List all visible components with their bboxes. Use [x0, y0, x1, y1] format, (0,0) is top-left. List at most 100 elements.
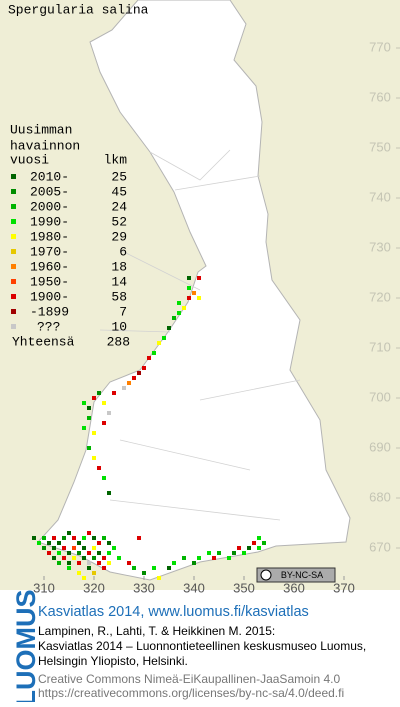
grid-square — [47, 541, 51, 545]
grid-square — [82, 556, 86, 560]
legend-count: 52 — [111, 214, 127, 229]
cc-icon — [260, 569, 272, 581]
grid-square — [77, 551, 81, 555]
license-badge — [256, 567, 336, 583]
grid-square — [92, 556, 96, 560]
legend-swatch — [11, 219, 16, 224]
legend-count: 29 — [111, 229, 127, 244]
grid-square — [62, 536, 66, 540]
grid-square — [157, 576, 161, 580]
grid-square — [107, 491, 111, 495]
legend-swatch — [11, 309, 16, 314]
grid-square — [187, 286, 191, 290]
grid-square — [182, 306, 186, 310]
grid-square — [87, 566, 91, 570]
grid-square — [97, 561, 101, 565]
grid-square — [257, 536, 261, 540]
grid-square — [122, 386, 126, 390]
legend-swatch — [11, 204, 16, 209]
grid-square — [107, 561, 111, 565]
grid-square — [52, 556, 56, 560]
y-tick-label: 770 — [369, 39, 391, 54]
grid-square — [257, 546, 261, 550]
grid-square — [52, 546, 56, 550]
grid-square — [187, 276, 191, 280]
grid-square — [252, 541, 256, 545]
grid-square — [162, 336, 166, 340]
grid-square — [232, 551, 236, 555]
x-tick-label: 310 — [33, 580, 55, 595]
legend-count: 14 — [111, 274, 127, 289]
grid-square — [92, 396, 96, 400]
footer-heading: Kasviatlas 2014, www.luomus.fi/kasviatla… — [38, 604, 309, 620]
grid-square — [102, 476, 106, 480]
grid-square — [227, 556, 231, 560]
grid-square — [87, 446, 91, 450]
grid-square — [132, 376, 136, 380]
grid-square — [112, 391, 116, 395]
legend-swatch — [11, 324, 16, 329]
grid-square — [197, 276, 201, 280]
grid-square — [67, 566, 71, 570]
grid-square — [97, 541, 101, 545]
grid-square — [127, 381, 131, 385]
grid-square — [172, 316, 176, 320]
grid-square — [102, 536, 106, 540]
grid-square — [82, 401, 86, 405]
grid-square — [172, 561, 176, 565]
grid-square — [87, 561, 91, 565]
grid-square — [82, 576, 86, 580]
grid-square — [87, 416, 91, 420]
legend-label: 1960- — [30, 259, 69, 274]
grid-square — [107, 551, 111, 555]
grid-square — [72, 556, 76, 560]
grid-square — [32, 536, 36, 540]
legend-label: 2000- — [30, 199, 69, 214]
y-tick-label: 740 — [369, 189, 391, 204]
grid-square — [67, 561, 71, 565]
y-tick-label: 680 — [369, 489, 391, 504]
legend-swatch — [11, 189, 16, 194]
grid-square — [182, 556, 186, 560]
grid-square — [62, 556, 66, 560]
grid-square — [82, 536, 86, 540]
map-title: Spergularia salina — [8, 2, 149, 17]
legend-swatch — [11, 249, 16, 254]
grid-square — [57, 561, 61, 565]
grid-square — [197, 556, 201, 560]
grid-square — [57, 541, 61, 545]
x-tick-label: 370 — [333, 580, 355, 595]
y-tick-label: 760 — [369, 89, 391, 104]
grid-square — [187, 296, 191, 300]
grid-square — [247, 546, 251, 550]
grid-square — [262, 541, 266, 545]
legend-swatch — [11, 174, 16, 179]
legend-count: 25 — [111, 169, 127, 184]
grid-square — [177, 301, 181, 305]
legend-header: Uusimman — [10, 122, 72, 137]
y-tick-label: 730 — [369, 239, 391, 254]
legend-count: 58 — [111, 289, 127, 304]
x-tick-label: 330 — [133, 580, 155, 595]
grid-square — [97, 551, 101, 555]
total-count: 288 — [107, 334, 130, 349]
grid-square — [197, 296, 201, 300]
grid-square — [92, 536, 96, 540]
brand: LUOMUS — [11, 590, 41, 703]
legend-header: havainnon — [10, 138, 80, 153]
grid-square — [77, 561, 81, 565]
grid-square — [192, 561, 196, 565]
y-tick-label: 670 — [369, 539, 391, 554]
legend-swatch — [11, 294, 16, 299]
grid-square — [137, 536, 141, 540]
legend-label: -1899 — [30, 304, 69, 319]
grid-square — [212, 556, 216, 560]
grid-square — [42, 536, 46, 540]
grid-square — [127, 561, 131, 565]
grid-square — [152, 566, 156, 570]
citation: Helsingin Yliopisto, Helsinki. — [38, 654, 188, 668]
grid-square — [237, 546, 241, 550]
legend-count: 18 — [111, 259, 127, 274]
